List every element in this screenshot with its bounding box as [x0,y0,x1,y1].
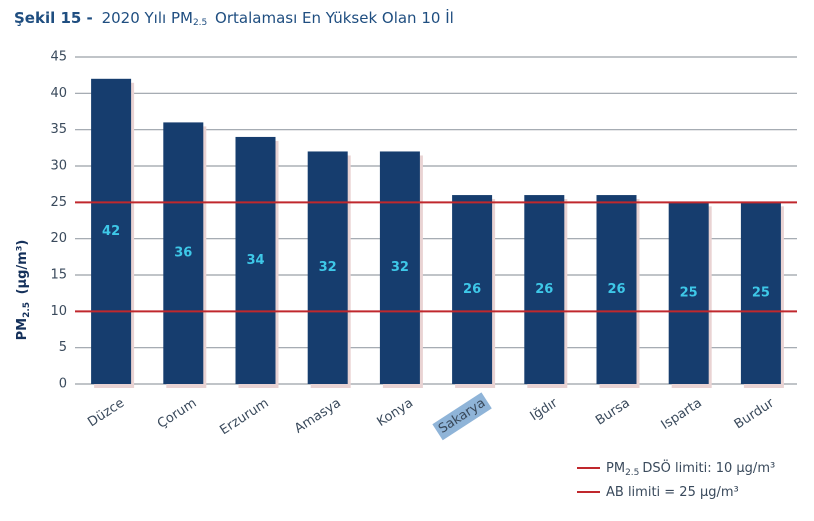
y-tick-label: 20 [50,231,67,246]
legend-sub: 2.5 [625,468,639,478]
bar [307,151,348,384]
y-tick-label: 15 [50,268,67,283]
bar-value-label: 26 [607,282,625,297]
bar [524,195,565,384]
x-tick-label: Burdur [732,395,778,432]
bar-value-label: 42 [102,224,120,239]
x-tick-label: Iğdır [528,395,561,424]
legend-label: PM2.5 DSÖ limiti: 10 µg/m³ [606,459,775,478]
x-tick-label: Sakarya [436,396,488,437]
bar-value-label: 25 [680,286,698,301]
bar-value-label: 25 [752,286,770,301]
y-label-rest: (µg/m³) [15,240,30,295]
legend-main: AB limiti = 25 µg/m³ [606,485,739,500]
legend-label: AB limiti = 25 µg/m³ [606,485,739,500]
bar [452,195,493,384]
bar [91,78,132,385]
legend-main: PM [606,461,625,476]
bar [235,136,276,384]
bar [163,122,204,385]
title-rest: Ortalaması En Yüksek Olan 10 İl [215,8,454,27]
y-tick-label: 0 [59,377,67,392]
x-tick-label: Düzce [85,396,127,430]
y-label-sub: 2.5 [22,302,32,318]
y-tick-label: 25 [50,195,67,210]
bar-value-label: 32 [391,260,409,275]
y-tick-label: 30 [50,159,67,174]
y-tick-label: 40 [50,86,67,101]
label-highlight [432,392,492,441]
x-tick-label: Bursa [593,396,632,429]
bar [596,195,637,384]
x-tick-label: Çorum [155,396,199,432]
y-label-main: PM [15,318,30,340]
bar-value-label: 36 [174,246,192,261]
title-prefix: Şekil 15 - [14,9,93,27]
x-tick-label: Isparta [659,396,705,433]
y-tick-label: 5 [59,340,67,355]
bar-value-label: 26 [463,282,481,297]
x-tick-label: Amasya [292,396,344,437]
bar-value-label: 32 [319,260,337,275]
y-axis-label: PM2.5 (µg/m³) [15,240,34,341]
bar-value-label: 26 [535,282,553,297]
chart-title: Şekil 15 - 2020 Yılı PM2.5 Ortalaması En… [14,8,454,31]
bar [740,202,781,384]
y-tick-label: 35 [50,122,67,137]
legend-rest: DSÖ limiti: 10 µg/m³ [642,459,775,476]
title-main: 2020 Yılı PM [102,9,193,27]
bar [668,202,709,384]
y-tick-label: 10 [50,304,67,319]
x-tick-label: Konya [374,396,415,430]
title-sub: 2.5 [193,18,207,28]
x-tick-label: Erzurum [217,396,271,438]
y-tick-label: 45 [50,50,67,65]
bar [379,151,420,384]
bar-value-label: 34 [246,253,264,268]
